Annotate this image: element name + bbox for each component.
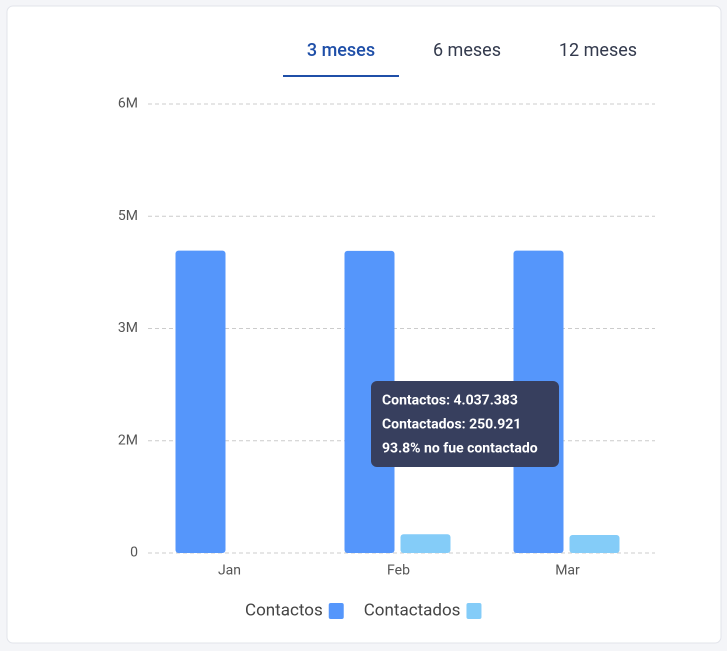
legend-swatch: [328, 603, 344, 619]
legend-label: Contactados: [364, 600, 461, 620]
y-tick-label: 5M: [118, 208, 138, 224]
legend-label: Contactos: [245, 600, 323, 620]
tab[interactable]: 3 meses: [307, 40, 375, 61]
y-tick-label: 6M: [118, 96, 138, 112]
tooltip: [371, 381, 559, 467]
tooltip-line: 93.8% no fue contactado: [382, 441, 538, 457]
x-tick-label: Jan: [218, 563, 241, 579]
x-tick-label: Mar: [555, 563, 580, 579]
x-tick-label: Feb: [387, 563, 410, 579]
tooltip-line: Contactos: 4.037.383: [382, 393, 518, 409]
tooltip-line: Contactados: 250.921: [382, 417, 521, 433]
bar: [569, 535, 620, 553]
legend-swatch: [466, 603, 482, 619]
bar: [400, 534, 451, 553]
tab-indicator: [283, 75, 399, 77]
y-tick-label: 2M: [118, 432, 138, 448]
bar: [175, 250, 226, 553]
bar: [344, 250, 395, 553]
tab[interactable]: 12 meses: [559, 40, 637, 61]
y-tick-label: 0: [130, 545, 138, 561]
tab[interactable]: 6 meses: [433, 40, 501, 61]
y-tick-label: 3M: [118, 320, 138, 336]
